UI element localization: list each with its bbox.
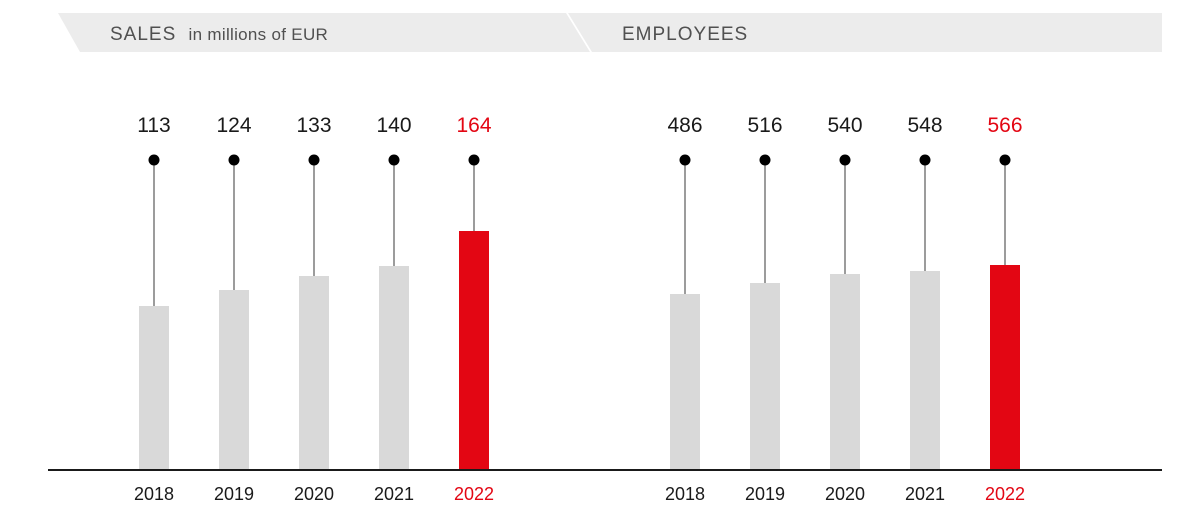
sales-bar-2019 (219, 290, 249, 470)
employees-year-label-2020: 2020 (825, 484, 865, 504)
employees-year-label-2022: 2022 (985, 484, 1025, 504)
sales-year-label-2019: 2019 (214, 484, 254, 504)
sales-bar-2020 (299, 276, 329, 470)
sales-bar-2018 (139, 306, 169, 470)
sales-marker-dot-2020 (308, 154, 320, 166)
employees-value-label-2018: 486 (667, 114, 702, 137)
sales-year-label-2022: 2022 (454, 484, 494, 504)
bars-layer: 113 2018 124 2019 133 2020 140 2021 164 2022 486 20… (134, 114, 1025, 504)
sales-marker-dot-2022 (468, 154, 480, 166)
sales-title-main: SALES (110, 24, 176, 45)
sales-chart-title: SALES in millions of EUR (110, 24, 328, 45)
employees-marker-dot-2018 (679, 154, 691, 166)
sales-year-label-2020: 2020 (294, 484, 334, 504)
employees-bar-2019 (750, 283, 780, 470)
employees-marker-dot-2019 (759, 154, 771, 166)
employees-header-banner (568, 13, 1162, 52)
employees-year-label-2019: 2019 (745, 484, 785, 504)
sales-bar-2021 (379, 266, 409, 470)
employees-year-label-2021: 2021 (905, 484, 945, 504)
employees-marker-dot-2020 (839, 154, 851, 166)
employees-year-label-2018: 2018 (665, 484, 705, 504)
sales-header-banner (58, 13, 590, 52)
sales-value-label-2019: 124 (216, 114, 251, 137)
sales-title-sub: in millions of EUR (189, 25, 329, 44)
sales-value-label-2022: 164 (456, 114, 491, 137)
employees-value-label-2021: 548 (907, 114, 942, 137)
employees-value-label-2020: 540 (827, 114, 862, 137)
sales-value-label-2021: 140 (376, 114, 411, 137)
sales-marker-dot-2019 (228, 154, 240, 166)
employees-marker-dot-2022 (999, 154, 1011, 166)
sales-value-label-2020: 133 (296, 114, 331, 137)
sales-year-label-2021: 2021 (374, 484, 414, 504)
employees-value-label-2019: 516 (747, 114, 782, 137)
employees-bar-2020 (830, 274, 860, 470)
sales-marker-dot-2018 (148, 154, 160, 166)
employees-bar-2022 (990, 265, 1020, 470)
sales-year-label-2018: 2018 (134, 484, 174, 504)
sales-marker-dot-2021 (388, 154, 400, 166)
employees-title-main: EMPLOYEES (622, 24, 748, 45)
employees-value-label-2022: 566 (987, 114, 1022, 137)
employees-chart-title: EMPLOYEES (622, 24, 748, 45)
employees-marker-dot-2021 (919, 154, 931, 166)
employees-bar-2021 (910, 271, 940, 470)
employees-bar-2018 (670, 294, 700, 470)
sales-bar-2022 (459, 231, 489, 470)
sales-value-label-2018: 113 (137, 114, 170, 137)
